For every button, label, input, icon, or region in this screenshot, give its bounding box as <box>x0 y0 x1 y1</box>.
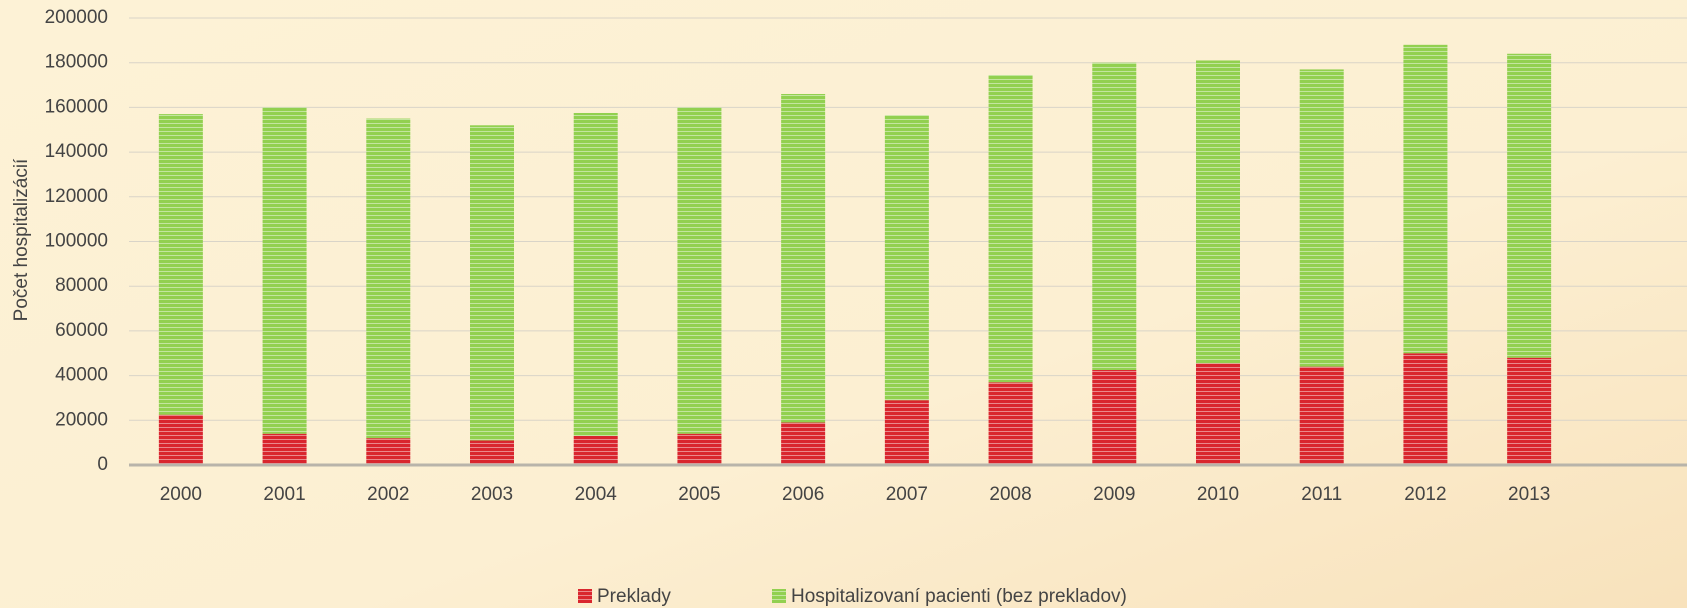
y-tick-label: 0 <box>97 454 108 475</box>
x-tick-label: 2000 <box>160 484 202 505</box>
bar-segment <box>884 115 929 401</box>
bar-segment <box>781 422 826 465</box>
legend-swatch <box>772 589 786 603</box>
bar-segment <box>1507 53 1552 358</box>
bar-segment <box>988 382 1033 465</box>
legend-label: Preklady <box>597 586 671 607</box>
x-tick-label: 2006 <box>782 484 824 505</box>
bar-segment <box>366 438 411 465</box>
y-axis-label: Počet hospitalizácií <box>11 158 32 321</box>
bar-segment <box>1403 44 1448 354</box>
legend-label: Hospitalizovaní pacienti (bez prekladov) <box>791 586 1127 607</box>
bar-segment <box>573 435 618 465</box>
y-tick-label: 120000 <box>45 186 108 207</box>
bar-segment <box>158 114 203 415</box>
bar-segment <box>677 107 722 434</box>
y-tick-label: 140000 <box>45 141 108 162</box>
x-tick-label: 2008 <box>989 484 1031 505</box>
bar-segment <box>1299 366 1344 465</box>
x-tick-label: 2001 <box>263 484 305 505</box>
x-tick-label: 2013 <box>1508 484 1550 505</box>
x-tick-label: 2005 <box>678 484 720 505</box>
y-tick-label: 200000 <box>45 7 108 28</box>
x-tick-label: 2010 <box>1197 484 1239 505</box>
bar-segment <box>1092 370 1137 465</box>
x-tick-label: 2012 <box>1404 484 1446 505</box>
bar-segment <box>262 433 307 465</box>
bar-segment <box>573 112 618 436</box>
bar-segment <box>677 433 722 465</box>
x-tick-label: 2002 <box>367 484 409 505</box>
bar-segment <box>158 414 203 465</box>
bar-segment <box>884 400 929 465</box>
bar-segment <box>1507 357 1552 465</box>
x-tick-label: 2004 <box>575 484 618 505</box>
bar-segment <box>1196 363 1240 465</box>
y-tick-label: 160000 <box>45 96 108 117</box>
bar-segment <box>1403 353 1448 465</box>
legend-swatch <box>578 589 592 603</box>
y-tick-label: 40000 <box>55 365 108 386</box>
y-tick-label: 60000 <box>55 320 108 341</box>
y-tick-label: 100000 <box>45 231 108 252</box>
bar-segment <box>470 440 514 465</box>
x-tick-label: 2003 <box>471 484 513 505</box>
x-tick-label: 2009 <box>1093 484 1135 505</box>
bar-segment <box>988 74 1033 383</box>
x-tick-label: 2011 <box>1301 484 1342 505</box>
y-tick-label: 180000 <box>45 52 108 73</box>
bar-segment <box>366 118 411 439</box>
y-tick-label: 20000 <box>55 409 108 430</box>
bar-segment <box>262 107 307 434</box>
x-tick-label: 2007 <box>886 484 928 505</box>
y-tick-label: 80000 <box>55 275 108 296</box>
bar-segment <box>1092 62 1137 371</box>
bar-segment <box>781 93 826 423</box>
bar-segment <box>1299 69 1344 367</box>
bar-segment <box>1196 60 1240 364</box>
bar-segment <box>470 125 514 441</box>
